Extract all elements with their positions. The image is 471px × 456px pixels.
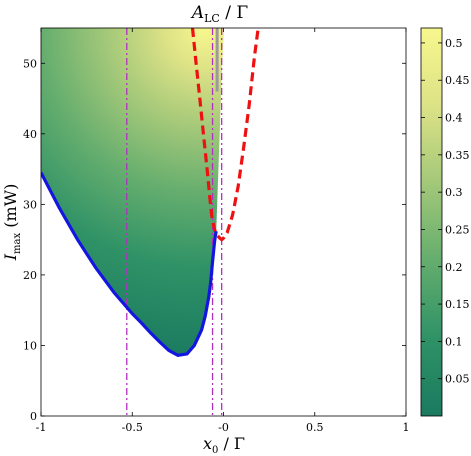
y-tick-label: 20 [23, 269, 37, 282]
colorbar-tick-label: 0.1 [445, 335, 463, 348]
x-axis-ticks: -1 -0.5 -0 0.5 1 [36, 28, 410, 434]
colorbar [420, 27, 443, 417]
blue-boundary [41, 171, 218, 357]
y-tick-label: 10 [23, 339, 37, 352]
x-tick-label: -0.5 [122, 421, 143, 434]
y-axis-label: Imax (mW) [1, 184, 23, 262]
x-axis-label: x0 / Γ [203, 434, 245, 456]
y-tick-label: 30 [23, 198, 37, 211]
colorbar-ticks: 0.05 0.1 0.15 0.2 0.25 0.3 0.35 0.4 0.45 0.5 [421, 37, 470, 386]
y-tick-label: 50 [23, 57, 37, 70]
colorbar-tick-label: 0.25 [445, 223, 470, 236]
x-tick-label: -1 [36, 421, 47, 434]
colorbar-tick-label: 0.05 [445, 373, 470, 386]
y-tick-label: 40 [23, 128, 37, 141]
colorbar-tick-label: 0.35 [445, 149, 470, 162]
colorbar-tick-label: 0.5 [445, 37, 463, 50]
colorbar-tick-label: 0.3 [445, 186, 463, 199]
heatmap-region [41, 28, 225, 356]
vertical-lines [126, 28, 223, 416]
chart-title: ALC / Γ [190, 3, 249, 25]
x-tick-label: 1 [403, 421, 410, 434]
x-tick-label: -0 [218, 421, 229, 434]
colorbar-tick-label: 0.45 [445, 74, 470, 87]
colorbar-tick-label: 0.4 [445, 112, 463, 125]
red-dashed-boundary [190, 28, 260, 242]
y-axis-ticks: 0 10 20 30 40 50 [23, 57, 406, 423]
y-tick-label: 0 [30, 410, 37, 423]
colorbar-tick-label: 0.2 [445, 261, 463, 274]
x-tick-label: 0.5 [306, 421, 324, 434]
colorbar-tick-label: 0.15 [445, 298, 470, 311]
